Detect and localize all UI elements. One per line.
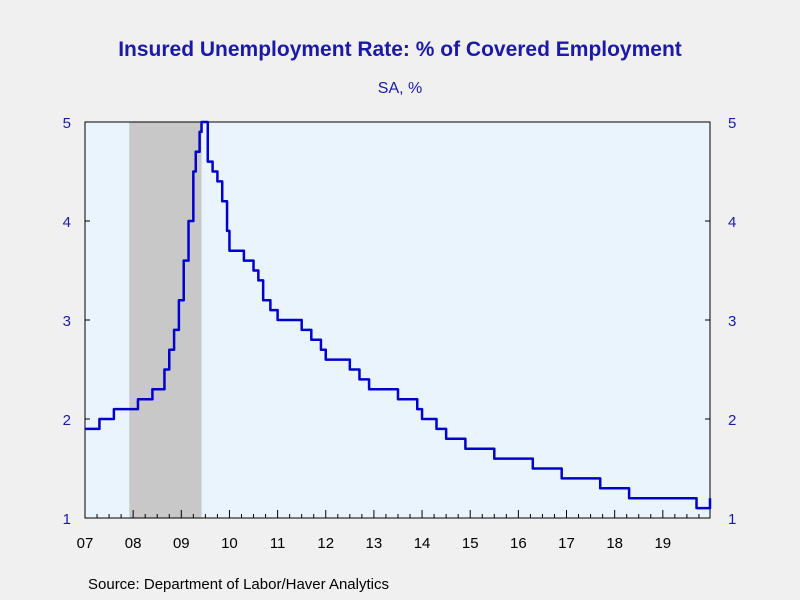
y-tick-label-right: 4 <box>728 214 736 231</box>
chart-title: Insured Unemployment Rate: % of Covered … <box>118 38 682 61</box>
chart-subtitle: SA, % <box>377 80 423 97</box>
y-tick-label-right: 3 <box>728 313 736 330</box>
x-tick-label: 10 <box>221 535 238 552</box>
x-tick-label: 19 <box>654 535 671 552</box>
x-tick-label: 16 <box>510 535 527 552</box>
x-tick-label: 12 <box>317 535 334 552</box>
y-tick-label-left: 3 <box>63 313 71 330</box>
x-tick-label: 13 <box>366 535 383 552</box>
y-tick-label-right: 1 <box>728 511 736 528</box>
y-tick-label-left: 5 <box>63 115 71 132</box>
y-tick-label-right: 2 <box>728 412 736 429</box>
source-note: Source: Department of Labor/Haver Analyt… <box>88 576 389 593</box>
y-tick-label-right: 5 <box>728 115 736 132</box>
x-tick-label: 18 <box>606 535 623 552</box>
x-tick-label: 17 <box>558 535 575 552</box>
y-tick-label-left: 1 <box>63 511 71 528</box>
x-tick-label: 07 <box>77 535 94 552</box>
x-tick-label: 15 <box>462 535 479 552</box>
y-tick-label-left: 4 <box>63 214 71 231</box>
x-tick-label: 11 <box>270 535 286 552</box>
x-tick-label: 14 <box>414 535 431 552</box>
series-line-0 <box>85 120 712 510</box>
x-tick-label: 09 <box>173 535 190 552</box>
recession-band <box>129 122 202 518</box>
x-tick-label: 08 <box>125 535 142 552</box>
y-tick-label-left: 2 <box>63 412 71 429</box>
